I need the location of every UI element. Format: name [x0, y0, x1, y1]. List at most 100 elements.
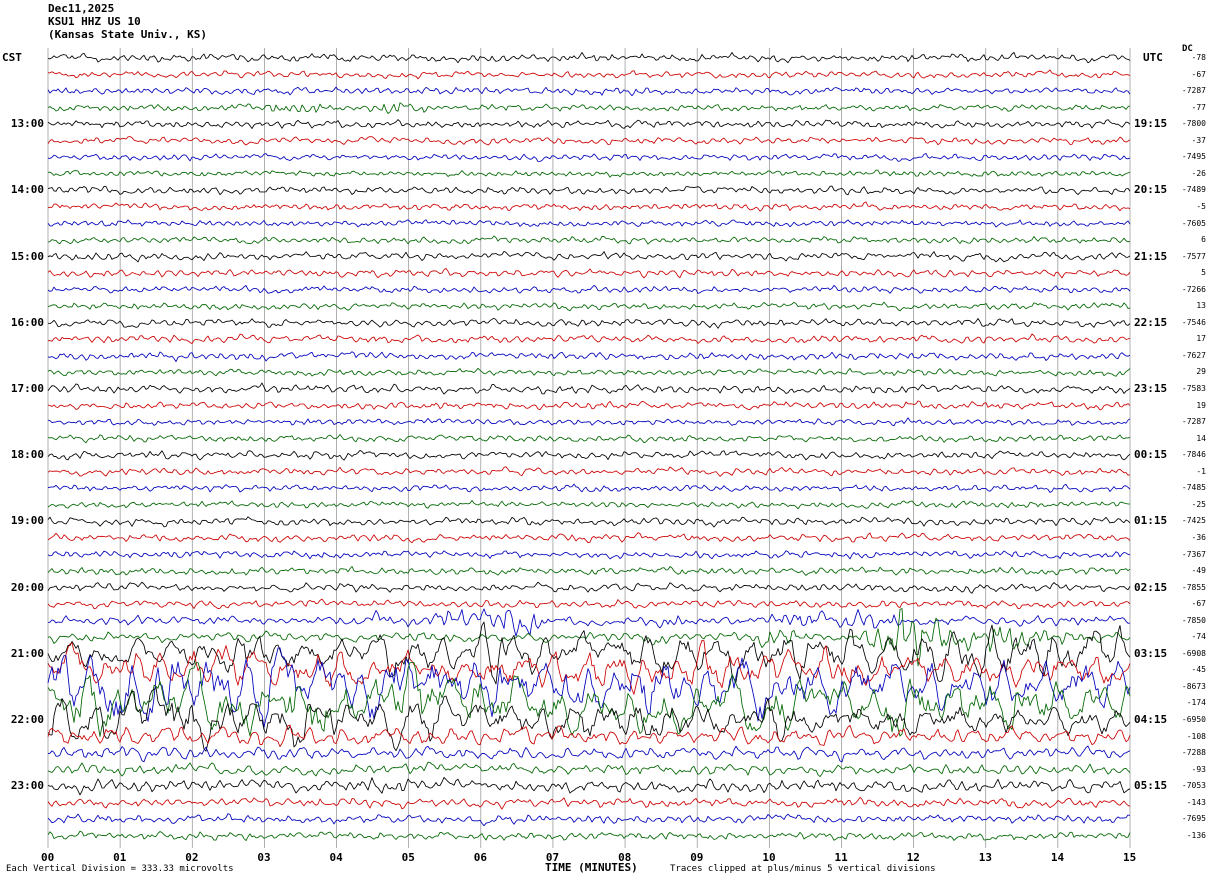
- dc-offset-value: -67: [1191, 69, 1206, 79]
- seismogram-trace-1415-red: [47, 201, 1131, 212]
- x-tick-label: 10: [762, 851, 776, 864]
- left-time-label-cst: 18:00: [10, 448, 44, 462]
- dc-offset-value: -77: [1191, 102, 1206, 112]
- seismogram-trace-1630-blue: [47, 351, 1131, 363]
- x-tick-label: 12: [906, 851, 920, 864]
- seismogram-trace-1915-red: [47, 532, 1131, 544]
- dc-offset-value: -7266: [1181, 284, 1206, 294]
- dc-offset-value: -7546: [1181, 317, 1206, 327]
- seismogram-trace-2345-green: [47, 830, 1131, 842]
- right-time-label-utc: 23:15: [1134, 382, 1168, 395]
- x-tick-label: 04: [329, 851, 343, 864]
- right-time-label-utc: 20:15: [1134, 183, 1168, 197]
- x-tick-label: 01: [113, 851, 127, 864]
- seismogram-trace-2200-black: [47, 686, 1131, 752]
- seismogram-trace-1730-blue: [47, 417, 1131, 427]
- right-time-label-utc: 00:15: [1134, 448, 1168, 462]
- seismogram-trace-1215-red: [47, 69, 1131, 80]
- left-time-label-cst: 13:00: [10, 117, 44, 131]
- seismogram-trace-1845-green: [47, 500, 1130, 510]
- dc-offset-value: -6908: [1181, 648, 1206, 658]
- dc-offset-value: -7855: [1181, 582, 1206, 592]
- dc-offset-value: -7800: [1181, 119, 1206, 129]
- seismogram-trace-1830-blue: [47, 483, 1131, 493]
- dc-offset-value: 17: [1196, 334, 1206, 344]
- seismogram-trace-1445-green: [47, 235, 1131, 245]
- dc-offset-value: -7367: [1181, 549, 1206, 559]
- seismogram-trace-1315-red: [47, 136, 1131, 146]
- dc-offset-value: 13: [1196, 301, 1206, 311]
- left-axis-header-cst: CST: [2, 51, 22, 64]
- dc-offset-value: -7577: [1181, 251, 1206, 261]
- seismogram-trace-1900-black: [47, 516, 1131, 528]
- clip-note: Traces clipped at plus/minus 5 vertical …: [670, 864, 936, 874]
- right-time-label-utc: 05:15: [1134, 779, 1168, 793]
- dc-offset-value: -7425: [1181, 516, 1206, 526]
- x-tick-label: 02: [185, 851, 199, 864]
- seismogram-trace-2130-blue: [47, 647, 1131, 728]
- dc-offset-value: -7287: [1181, 417, 1206, 427]
- right-time-label-utc: 01:15: [1134, 514, 1168, 528]
- seismogram-trace-1815-red: [47, 466, 1131, 477]
- dc-offset-value: -36: [1191, 532, 1206, 542]
- seismogram-trace-1230-blue: [47, 86, 1131, 97]
- dc-offset-value: 14: [1196, 433, 1206, 443]
- dc-offset-value: -26: [1191, 168, 1206, 178]
- dc-offset-value: -108: [1186, 731, 1206, 741]
- seismogram-trace-1515-red: [47, 267, 1131, 279]
- seismogram-trace-2100-black: [47, 621, 1131, 685]
- seismogram-trace-2215-red: [47, 724, 1131, 748]
- seismogram-trace-2000-black: [47, 581, 1131, 594]
- seismogram-trace-2330-blue: [47, 813, 1131, 827]
- dc-offset-value: -93: [1191, 764, 1206, 774]
- x-tick-label: 03: [257, 851, 271, 864]
- dc-offset-value: -7485: [1181, 483, 1206, 493]
- dc-offset-value: -74: [1191, 632, 1206, 642]
- left-time-label-cst: 21:00: [10, 646, 44, 660]
- dc-offset-value: -7053: [1181, 781, 1206, 791]
- seismogram-trace-1530-blue: [47, 284, 1131, 294]
- seismogram-trace-1430-blue: [47, 219, 1131, 228]
- x-tick-label: 09: [690, 851, 704, 864]
- x-tick-label: 05: [401, 851, 415, 864]
- seismogram-trace-1500-black: [47, 250, 1131, 263]
- dc-offset-value: -1: [1196, 466, 1206, 476]
- seismogram-trace-2145-green: [47, 662, 1131, 737]
- seismogram-trace-2230-blue: [47, 745, 1131, 763]
- dc-offset-value: -78: [1191, 53, 1206, 62]
- dc-offset-value: 19: [1196, 400, 1206, 410]
- dc-offset-value: 29: [1196, 367, 1206, 377]
- seismogram-trace-1945-green: [47, 565, 1131, 576]
- dc-offset-value: 5: [1201, 268, 1206, 278]
- seismogram-trace-1700-black: [47, 382, 1131, 395]
- seismogram-trace-2045-green: [47, 608, 1131, 667]
- left-time-label-cst: 16:00: [10, 315, 44, 329]
- seismogram-trace-1930-blue: [47, 550, 1131, 560]
- seismogram-trace-1400-black: [47, 185, 1131, 196]
- dc-offset-value: -7287: [1181, 86, 1206, 96]
- dc-offset-value: -7583: [1181, 384, 1206, 393]
- dc-offset-value: -49: [1191, 566, 1206, 576]
- seismogram-trace-2315-red: [47, 796, 1131, 810]
- dc-offset-value: -8673: [1181, 681, 1206, 691]
- dc-offset-value: -7288: [1181, 748, 1206, 758]
- dc-offset-value: -136: [1186, 830, 1206, 840]
- dc-offset-value: -7846: [1181, 450, 1206, 460]
- x-tick-label: 15: [1123, 851, 1137, 864]
- seismogram-trace-1600-black: [47, 317, 1131, 329]
- seismogram-trace-2245-green: [47, 761, 1131, 778]
- left-time-label-cst: 19:00: [10, 514, 44, 528]
- dc-offset-value: -7695: [1181, 814, 1206, 824]
- seismogram-trace-2030-blue: [47, 608, 1131, 637]
- x-tick-label: 08: [618, 851, 632, 864]
- dc-offset-value: -6950: [1181, 715, 1206, 724]
- left-time-label-cst: 20:00: [10, 580, 44, 594]
- right-time-label-utc: 19:15: [1134, 117, 1168, 131]
- left-time-label-cst: 14:00: [10, 183, 44, 197]
- right-time-label-utc: 03:15: [1134, 646, 1168, 660]
- x-tick-label: 07: [545, 851, 560, 864]
- dc-offset-value: -7495: [1181, 152, 1206, 162]
- left-time-label-cst: 15:00: [10, 249, 44, 263]
- seismogram-trace-1645-green: [47, 367, 1131, 377]
- x-axis-label: TIME (MINUTES): [545, 861, 638, 874]
